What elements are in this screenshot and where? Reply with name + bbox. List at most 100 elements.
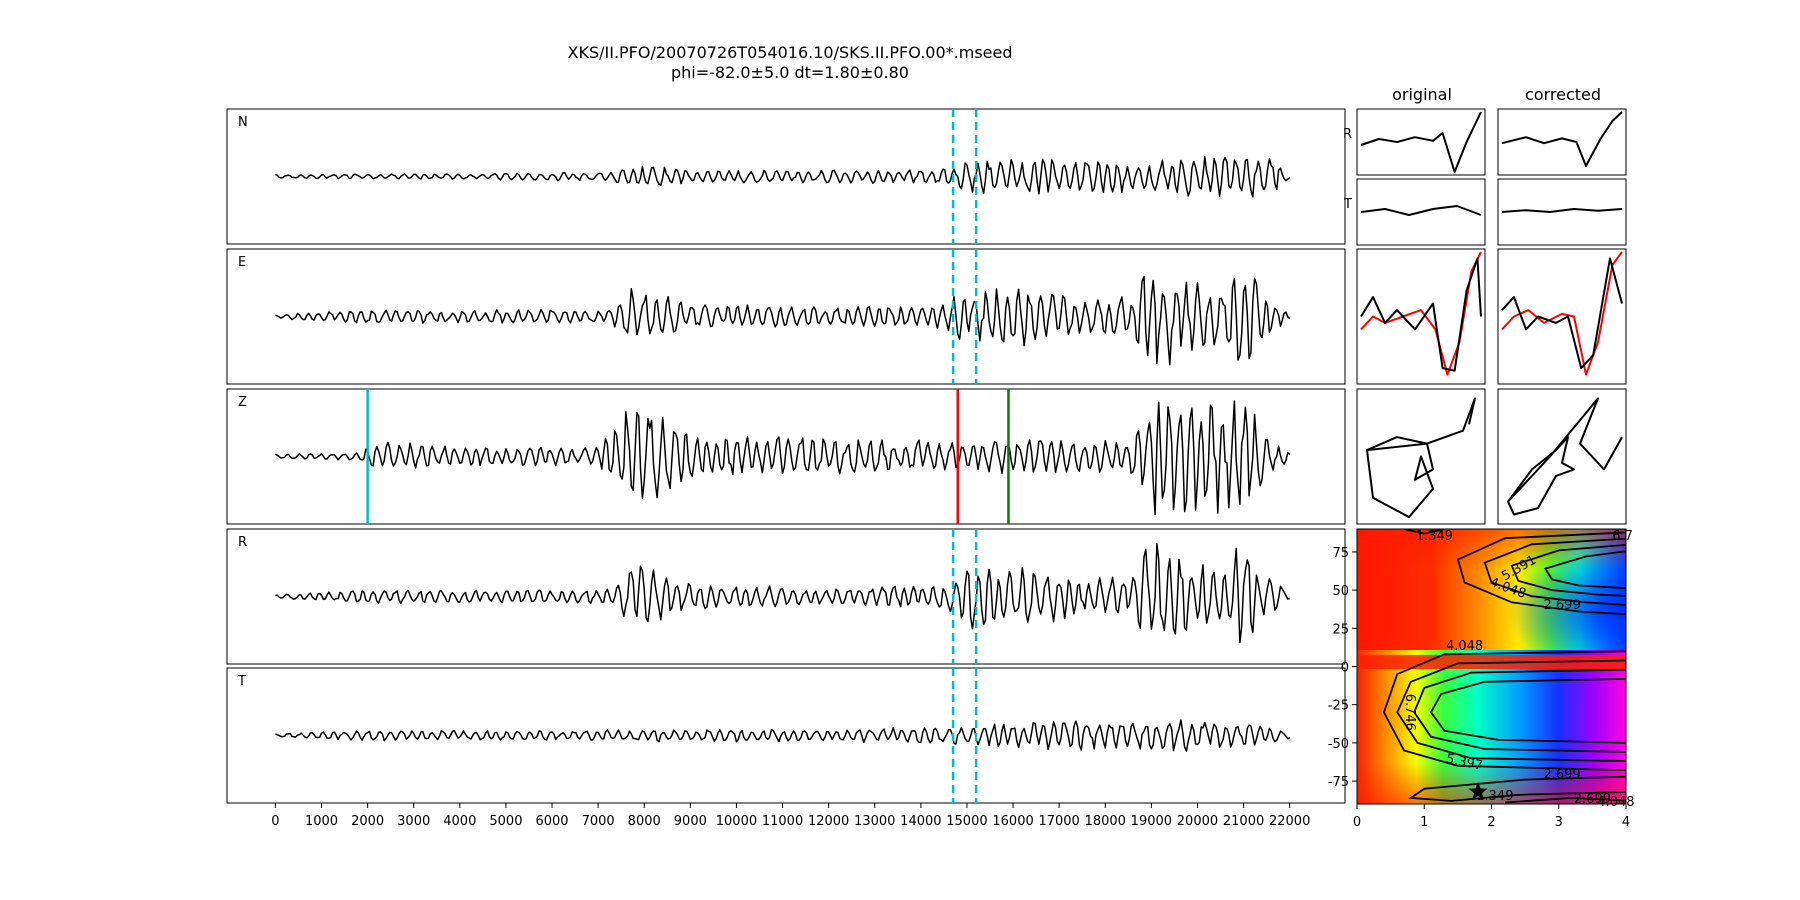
particle-line xyxy=(1360,111,1482,173)
trace-panel-z: Z xyxy=(226,388,1346,525)
x-tick-label: 7000 xyxy=(582,814,615,829)
contour-line xyxy=(1382,650,1626,772)
x-tick-label: 9000 xyxy=(674,814,707,829)
x-tick-label: 16000 xyxy=(992,814,1033,829)
particle-panel-frame xyxy=(1497,388,1627,525)
particle-line xyxy=(1360,205,1482,216)
minimum-star-marker xyxy=(1468,781,1488,800)
trace-panel-t: T xyxy=(226,667,1346,804)
particle-panel-frame xyxy=(1356,108,1486,176)
particle-line xyxy=(1501,257,1623,370)
star-marker xyxy=(1468,781,1488,800)
contour-line xyxy=(1403,529,1445,535)
x-tick-label: 5000 xyxy=(489,814,522,829)
particle-line xyxy=(1501,208,1623,213)
contour-label: 4.048 xyxy=(1597,795,1634,810)
figure-title-line-2: phi=-82.0±5.0 dt=1.80±0.80 xyxy=(671,63,909,82)
x-tick-label: 19000 xyxy=(1131,814,1172,829)
contour-label: 4.048 xyxy=(1446,639,1483,654)
contour-line xyxy=(1510,543,1626,597)
contour-line xyxy=(1408,775,1626,802)
contour-line xyxy=(1413,668,1626,753)
contour-label: 1.349 xyxy=(1416,529,1453,544)
heatmap-x-tick-label: 1 xyxy=(1420,815,1428,830)
particle-motion-panels: original corrected R T xyxy=(1343,85,1627,525)
x-tick-label: 22000 xyxy=(1269,814,1310,829)
contour-label: 2.699 xyxy=(1544,767,1581,782)
contour-label: 1.349 xyxy=(1476,789,1513,804)
heatmap-y-tick-label: -50 xyxy=(1328,737,1349,752)
contour-label: 6.746 xyxy=(1402,694,1417,731)
contour-line xyxy=(1504,796,1626,804)
x-tick-label: 20000 xyxy=(1177,814,1218,829)
corrected-panel-2 xyxy=(1497,248,1627,385)
original-panel-0 xyxy=(1356,108,1486,176)
x-tick-label: 2000 xyxy=(351,814,384,829)
x-tick-label: 1000 xyxy=(305,814,338,829)
x-tick-label: 18000 xyxy=(1085,814,1126,829)
heatmap-y-tick-label: 25 xyxy=(1332,622,1349,637)
figure-title-line-1: XKS/II.PFO/20070726T054016.10/SKS.II.PFO… xyxy=(567,43,1013,62)
original-panel-2 xyxy=(1356,248,1486,385)
heatmap-x-tick-label: 0 xyxy=(1353,815,1361,830)
contour-line xyxy=(1483,537,1626,606)
contour-label: 6.7 xyxy=(1612,529,1633,544)
trace-panel-n: N xyxy=(226,108,1346,245)
trace-waveform-t xyxy=(275,719,1291,752)
x-tick-label: 21000 xyxy=(1223,814,1264,829)
heatmap-x-tick-label: 3 xyxy=(1555,815,1563,830)
trace-panel-label: T xyxy=(237,674,246,689)
row-label-r: R xyxy=(1343,127,1352,142)
particle-line xyxy=(1501,111,1623,167)
x-tick-label: 13000 xyxy=(854,814,895,829)
trace-panels: N E Z R T xyxy=(226,108,1346,804)
original-panel-1 xyxy=(1356,178,1486,246)
particle-line xyxy=(1360,257,1482,372)
trace-waveform-e xyxy=(275,275,1291,366)
column-title-corrected: corrected xyxy=(1525,85,1601,104)
column-title-original: original xyxy=(1392,85,1452,104)
trace-waveform-n xyxy=(275,155,1291,198)
x-tick-label: 4000 xyxy=(443,814,476,829)
x-tick-label: 11000 xyxy=(762,814,803,829)
particle-line xyxy=(1501,251,1623,376)
x-tick-label: 17000 xyxy=(1038,814,1079,829)
trace-panel-r: R xyxy=(226,528,1346,665)
heatmap-y-tick-label: -75 xyxy=(1328,775,1349,790)
x-tick-label: 3000 xyxy=(397,814,430,829)
row-label-t: T xyxy=(1343,197,1352,212)
particle-panel-frame xyxy=(1497,248,1627,385)
trace-panel-e: E xyxy=(226,248,1346,385)
heatmap-x-tick-label: 2 xyxy=(1487,815,1495,830)
particle-panel-frame xyxy=(1356,248,1486,385)
heatmap-axes: 0 1 2 3 4 75 50 25 0 -25 -50 -75 xyxy=(1328,546,1630,830)
x-tick-label: 14000 xyxy=(900,814,941,829)
particle-panel-frame xyxy=(1497,178,1627,246)
particle-line xyxy=(1360,251,1482,376)
corrected-panel-0 xyxy=(1497,108,1627,176)
trace-panel-label: N xyxy=(238,115,248,130)
contour-line xyxy=(1396,659,1626,762)
particle-line xyxy=(1507,397,1623,516)
trace-waveform-r xyxy=(275,543,1290,644)
contour-label: 2.699 xyxy=(1574,792,1611,807)
contour-line xyxy=(1456,531,1626,616)
heatmap-contours xyxy=(1382,529,1626,804)
heatmap-y-tick-label: 50 xyxy=(1332,584,1349,599)
x-tick-label: 15000 xyxy=(946,814,987,829)
particle-panel-frame xyxy=(1497,108,1627,176)
x-tick-label: 12000 xyxy=(808,814,849,829)
energy-heatmap: 1.3495.3916.74.0482.6994.0486.7465.3972.… xyxy=(1328,528,1635,830)
contour-line xyxy=(1429,677,1626,744)
trace-panel-frame xyxy=(226,528,1346,665)
heatmap-y-tick-label: 75 xyxy=(1332,546,1349,561)
x-tick-label: 0 xyxy=(271,814,279,829)
corrected-panel-1 xyxy=(1497,178,1627,246)
heatmap-x-tick-label: 4 xyxy=(1622,815,1630,830)
trace-panel-label: R xyxy=(238,535,247,550)
heatmap-y-tick-label: 0 xyxy=(1341,661,1349,676)
trace-panel-frame xyxy=(226,108,1346,245)
original-panel-3 xyxy=(1356,388,1486,525)
heatmap-y-tick-label: -25 xyxy=(1328,699,1349,714)
